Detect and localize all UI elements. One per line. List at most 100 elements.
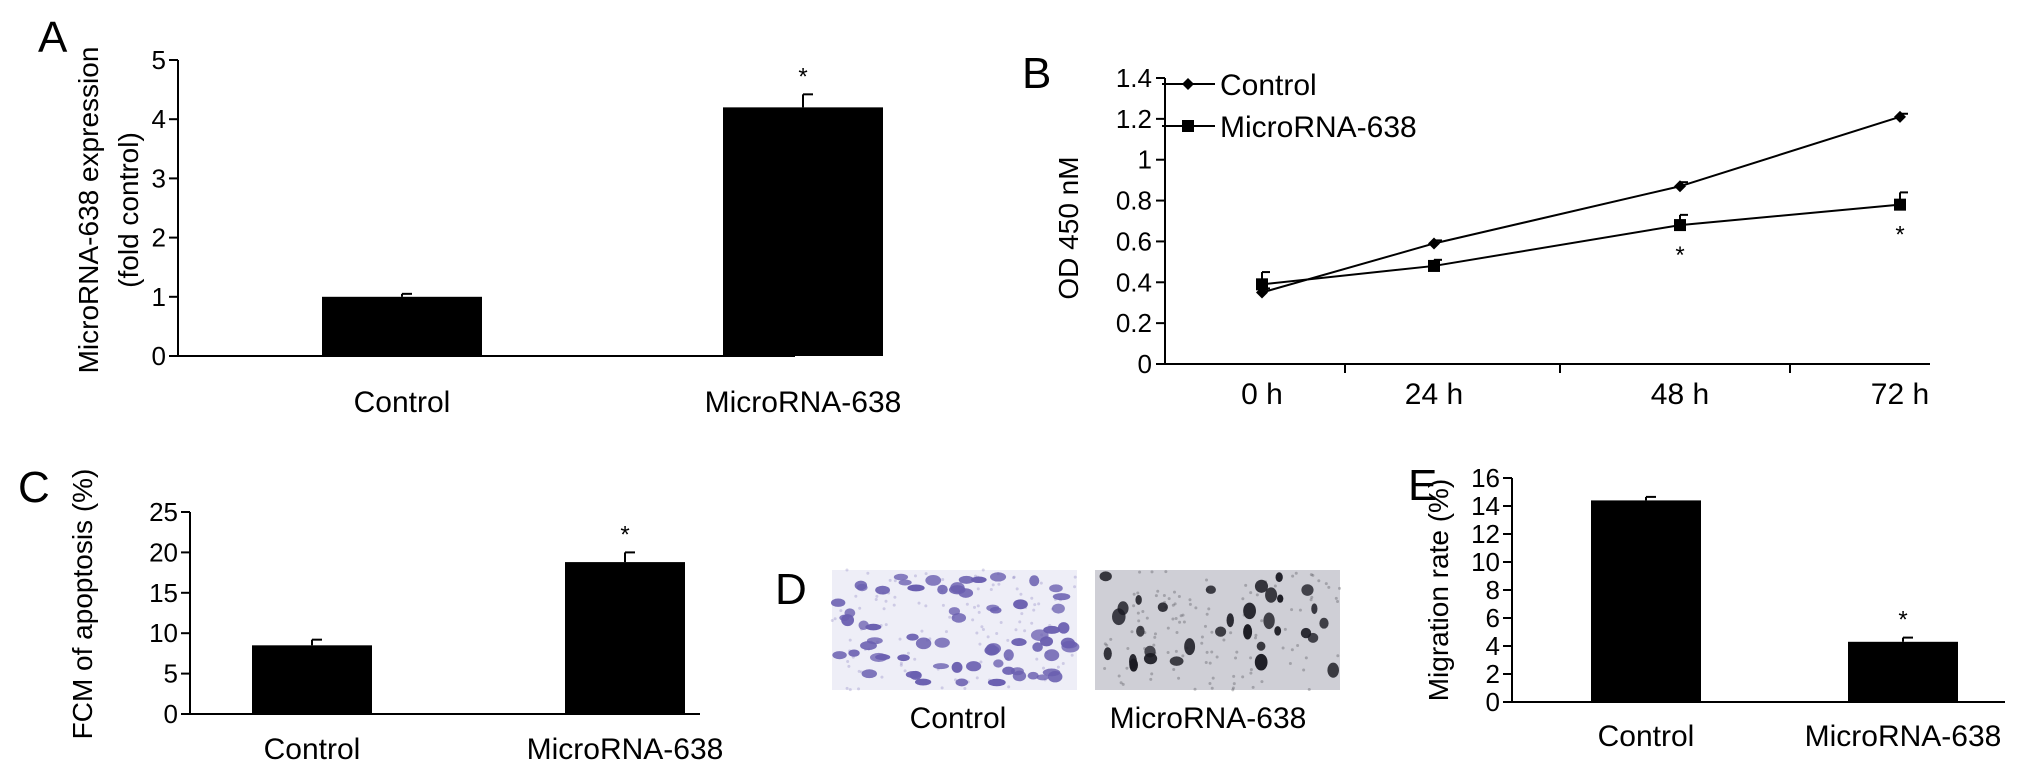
membrane-pore bbox=[1018, 620, 1022, 624]
stained-cell bbox=[934, 637, 950, 648]
y-tick-label: 0.4 bbox=[1116, 267, 1152, 297]
membrane-pore bbox=[1073, 575, 1077, 579]
y-tick-label: 1.4 bbox=[1116, 63, 1152, 93]
stained-cell bbox=[1263, 612, 1275, 630]
membrane-pore bbox=[1304, 656, 1308, 660]
panel-d-images: D Control MicroRNA-638 bbox=[775, 565, 1342, 735]
stained-cell bbox=[915, 637, 932, 650]
membrane-pore bbox=[1126, 646, 1130, 650]
membrane-pore bbox=[1119, 681, 1123, 685]
series-line bbox=[1261, 203, 1901, 286]
data-point-square bbox=[1674, 219, 1686, 232]
membrane-pore bbox=[1249, 591, 1253, 595]
membrane-pore bbox=[1210, 686, 1214, 690]
membrane-pore bbox=[866, 571, 870, 575]
membrane-pore bbox=[1273, 584, 1277, 588]
membrane-pore bbox=[1032, 608, 1036, 612]
x-category-label: Control bbox=[1598, 720, 1695, 753]
membrane-pore bbox=[1039, 581, 1043, 585]
membrane-pore bbox=[1109, 637, 1113, 641]
stained-cell bbox=[1274, 626, 1282, 636]
membrane-pore bbox=[1175, 630, 1179, 634]
y-tick-label: 0 bbox=[164, 699, 178, 729]
membrane-pore bbox=[1172, 668, 1176, 672]
membrane-pore bbox=[1251, 685, 1255, 689]
bar bbox=[252, 645, 372, 714]
membrane-pore bbox=[924, 604, 928, 608]
stained-cell bbox=[1327, 662, 1339, 678]
stained-cell bbox=[1013, 599, 1028, 610]
stained-cell bbox=[958, 588, 974, 598]
membrane-pore bbox=[1309, 573, 1313, 577]
membrane-pore bbox=[941, 603, 945, 607]
data-point-square bbox=[1428, 259, 1440, 272]
stained-cell bbox=[1057, 622, 1070, 634]
membrane-pore bbox=[893, 579, 897, 583]
membrane-pore bbox=[1174, 649, 1178, 653]
bar bbox=[1591, 500, 1701, 702]
membrane-pore bbox=[1208, 681, 1212, 685]
membrane-pore bbox=[1166, 650, 1170, 654]
membrane-pore bbox=[1235, 650, 1239, 654]
stained-cell bbox=[1052, 593, 1071, 601]
membrane-pore bbox=[1019, 592, 1023, 596]
membrane-pore bbox=[1241, 597, 1245, 601]
stained-cell bbox=[1169, 656, 1184, 666]
membrane-pore bbox=[1012, 575, 1016, 579]
y-tick-label: 5 bbox=[164, 659, 178, 689]
membrane-pore bbox=[944, 630, 948, 634]
membrane-pore bbox=[913, 657, 917, 661]
membrane-pore bbox=[1249, 656, 1253, 660]
stained-cell bbox=[1099, 571, 1112, 582]
membrane-pore bbox=[845, 568, 849, 572]
membrane-pore bbox=[1208, 661, 1212, 665]
membrane-pore bbox=[1015, 587, 1019, 591]
x-tick-label: 48 h bbox=[1651, 378, 1709, 411]
panel-b-line-chart: B 0 0.2 0.4 0.6 0.8 1 1.2 1.4 0 h 24 h 48 h 72 h OD 4… bbox=[1022, 49, 1930, 411]
membrane-pore bbox=[1253, 636, 1257, 640]
y-tick-label: 20 bbox=[149, 537, 178, 567]
y-tick-label: 25 bbox=[149, 497, 178, 527]
panel-a-bar-chart: A 0 1 2 3 4 5 Control * MicroRNA-638 MicroRNA-638 … bbox=[38, 13, 901, 419]
membrane-pore bbox=[1260, 680, 1264, 684]
stained-cell bbox=[1135, 594, 1142, 605]
membrane-pore bbox=[830, 619, 834, 623]
membrane-pore bbox=[1174, 617, 1178, 621]
panel-letter-c: C bbox=[18, 463, 50, 512]
membrane-pore bbox=[1166, 626, 1170, 630]
membrane-pore bbox=[880, 675, 884, 679]
membrane-pore bbox=[1298, 608, 1302, 612]
stained-cell bbox=[875, 585, 890, 595]
membrane-pore bbox=[1033, 603, 1037, 607]
stained-cell bbox=[1301, 584, 1314, 596]
membrane-pore bbox=[975, 676, 979, 680]
membrane-pore bbox=[1150, 672, 1154, 676]
membrane-pore bbox=[1141, 609, 1145, 613]
stained-cell bbox=[1003, 649, 1014, 661]
membrane-pore bbox=[1061, 661, 1065, 665]
x-category-label: Control bbox=[264, 733, 361, 766]
membrane-pore bbox=[899, 661, 903, 665]
membrane-pore bbox=[857, 669, 861, 673]
membrane-pore bbox=[1205, 578, 1209, 582]
membrane-pore bbox=[980, 625, 984, 629]
stained-cell bbox=[1062, 640, 1078, 649]
stained-cell bbox=[830, 598, 846, 607]
stained-cell bbox=[865, 623, 882, 631]
stained-cell bbox=[1043, 625, 1061, 634]
membrane-pore bbox=[1150, 570, 1154, 574]
membrane-pore bbox=[977, 610, 981, 614]
stained-cell bbox=[1205, 585, 1216, 594]
panel-letter-e: E bbox=[1408, 461, 1437, 510]
stained-cell bbox=[987, 678, 1006, 687]
membrane-pore bbox=[1012, 576, 1016, 580]
x-category-label: Control bbox=[354, 386, 451, 419]
stained-cell bbox=[1275, 572, 1283, 583]
membrane-pore bbox=[1006, 638, 1010, 642]
y-tick-label: 0.2 bbox=[1116, 308, 1152, 338]
membrane-pore bbox=[1136, 611, 1140, 615]
membrane-pore bbox=[913, 574, 917, 578]
y-axis-label: OD 450 nM bbox=[1053, 156, 1084, 299]
panel-letter-d: D bbox=[775, 565, 807, 614]
